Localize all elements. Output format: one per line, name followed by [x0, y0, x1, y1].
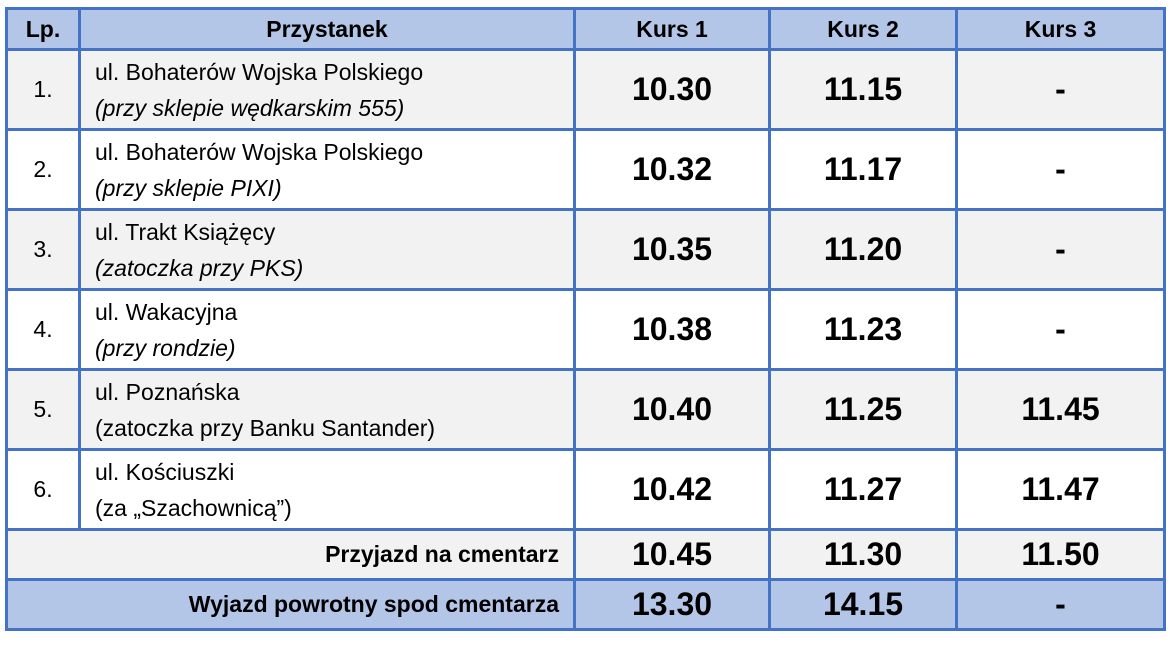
header-row: Lp. Przystanek Kurs 1 Kurs 2 Kurs 3	[5, 7, 1166, 51]
departure-time: -	[955, 48, 1166, 131]
departure-time: 10.42	[573, 448, 771, 531]
summary-row: Wyjazd powrotny spod cmentarza 13.30 14.15…	[5, 578, 1166, 631]
departure-time: 10.35	[573, 208, 771, 291]
header-cell: Kurs 2	[768, 7, 958, 51]
stop-number: 1.	[5, 48, 81, 131]
stop-number: 3.	[5, 208, 81, 291]
table-body: 1. ul. Bohaterów Wojska Polskiego (przy sk…	[5, 48, 1166, 631]
stop-row: 5. ul. Poznańska (zatoczka przy Banku Sant…	[5, 368, 1166, 451]
departure-time: 11.23	[768, 288, 958, 371]
departure-time: 10.30	[573, 48, 771, 131]
header-cell: Przystanek	[78, 7, 576, 51]
stop-number: 6.	[5, 448, 81, 531]
departure-time: 10.32	[573, 128, 771, 211]
stop-note: (przy rondzie)	[95, 334, 236, 361]
stop-number: 4.	[5, 288, 81, 371]
stop-street: ul. Bohaterów Wojska Polskiego	[95, 138, 424, 165]
summary-time: 13.30	[573, 578, 771, 631]
stop-street: ul. Kościuszki	[95, 458, 235, 485]
stop-name-cell: ul. Kościuszki (za „Szachownicą”)	[78, 448, 576, 531]
stop-row: 2. ul. Bohaterów Wojska Polskiego (przy sk…	[5, 128, 1166, 211]
header-cell: Kurs 1	[573, 7, 771, 51]
stop-number: 2.	[5, 128, 81, 211]
summary-time: 11.30	[768, 528, 958, 581]
summary-label: Wyjazd powrotny spod cmentarza	[5, 578, 576, 631]
stop-number: 5.	[5, 368, 81, 451]
stop-name-cell: ul. Trakt Książęcy (zatoczka przy PKS)	[78, 208, 576, 291]
stop-row: 4. ul. Wakacyjna (przy rondzie) 10.38 11.23-	[5, 288, 1166, 371]
stop-name-cell: ul. Poznańska (zatoczka przy Banku Santan…	[78, 368, 576, 451]
table-header: Lp. Przystanek Kurs 1 Kurs 2 Kurs 3	[5, 7, 1166, 51]
stop-note: (zatoczka przy Banku Santander)	[95, 414, 436, 441]
departure-time: 11.17	[768, 128, 958, 211]
departure-time: 10.40	[573, 368, 771, 451]
header-cell: Lp.	[5, 7, 81, 51]
stop-street: ul. Bohaterów Wojska Polskiego	[95, 58, 424, 85]
header-cell: Kurs 3	[955, 7, 1166, 51]
summary-time: -	[955, 578, 1166, 631]
summary-time: 11.50	[955, 528, 1166, 581]
stop-street: ul. Wakacyjna	[95, 298, 238, 325]
stop-note: (zatoczka przy PKS)	[95, 254, 304, 281]
stop-note: (przy sklepie PIXI)	[95, 174, 282, 201]
stop-name-cell: ul. Bohaterów Wojska Polskiego (przy skle…	[78, 128, 576, 211]
stop-note: (przy sklepie wędkarskim 555)	[95, 94, 405, 121]
stop-name-cell: ul. Wakacyjna (przy rondzie)	[78, 288, 576, 371]
stop-row: 1. ul. Bohaterów Wojska Polskiego (przy sk…	[5, 48, 1166, 131]
departure-time: 10.38	[573, 288, 771, 371]
stop-row: 6. ul. Kościuszki (za „Szachownicą”) 10.42 1…	[5, 448, 1166, 531]
departure-time: 11.27	[768, 448, 958, 531]
stop-street: ul. Poznańska	[95, 378, 240, 405]
summary-time: 10.45	[573, 528, 771, 581]
summary-row: Przyjazd na cmentarz 10.45 11.30 11.50	[5, 528, 1166, 581]
timetable: Lp. Przystanek Kurs 1 Kurs 2 Kurs 3 1. ul. Bo…	[5, 7, 1166, 631]
stop-row: 3. ul. Trakt Książęcy (zatoczka przy PKS) 1…	[5, 208, 1166, 291]
departure-time: -	[955, 288, 1166, 371]
departure-time: -	[955, 208, 1166, 291]
stop-street: ul. Trakt Książęcy	[95, 218, 276, 245]
departure-time: 11.20	[768, 208, 958, 291]
summary-label: Przyjazd na cmentarz	[5, 528, 576, 581]
departure-time: 11.25	[768, 368, 958, 451]
departure-time: 11.47	[955, 448, 1166, 531]
stop-note: (za „Szachownicą”)	[95, 494, 292, 521]
departure-time: 11.45	[955, 368, 1166, 451]
summary-time: 14.15	[768, 578, 958, 631]
departure-time: -	[955, 128, 1166, 211]
stop-name-cell: ul. Bohaterów Wojska Polskiego (przy skle…	[78, 48, 576, 131]
departure-time: 11.15	[768, 48, 958, 131]
